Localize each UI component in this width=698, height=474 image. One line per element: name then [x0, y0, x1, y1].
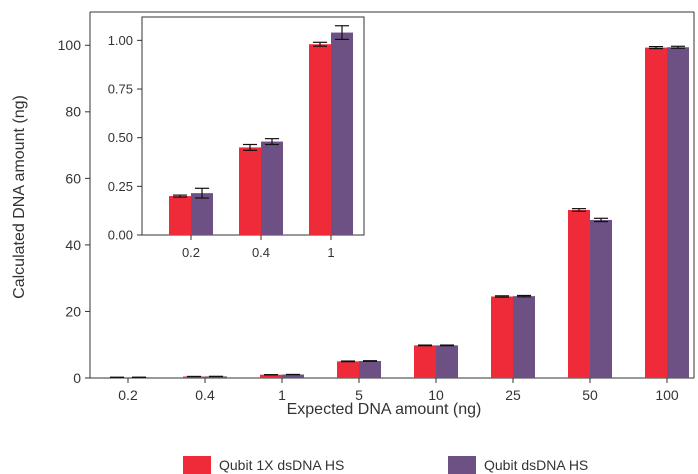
- inset-bars: [169, 25, 353, 236]
- main-x-tick-label: 0.2: [118, 387, 138, 403]
- inset-x-tick-label: 0.2: [182, 245, 200, 260]
- inset-bar: [309, 44, 331, 235]
- main-y-tick-label: 20: [65, 303, 81, 319]
- main-bars: [106, 45, 689, 379]
- main-y-tick-label: 0: [73, 370, 81, 386]
- inset-y-tick-label: 1.00: [108, 33, 133, 48]
- inset-y-tick-label: 0.00: [108, 228, 133, 243]
- main-plot: 0 20 40 60 80 100 0.2 0.4 1 5 10 25 50 100 Expected …: [11, 11, 695, 418]
- main-y-tick-label: 60: [65, 170, 81, 186]
- main-x-ticks: 0.2 0.4 1 5 10 25 50 100: [118, 378, 679, 403]
- main-y-tick-label: 40: [65, 237, 81, 253]
- inset-y-tick-label: 0.50: [108, 130, 133, 145]
- main-bar: [513, 296, 535, 378]
- main-bar: [436, 345, 458, 378]
- main-bar: [645, 47, 667, 379]
- x-axis-label: Expected DNA amount (ng): [287, 401, 482, 418]
- main-bar: [590, 219, 612, 378]
- main-bar: [183, 376, 205, 378]
- legend-label-qubit-1x: Qubit 1X dsDNA HS: [219, 457, 344, 473]
- inset-y-tick-label: 0.75: [108, 82, 133, 97]
- inset-bar: [239, 147, 261, 235]
- main-y-tick-label: 100: [58, 37, 82, 53]
- main-x-tick-label: 0.4: [195, 387, 215, 403]
- y-axis-label: Calculated DNA amount (ng): [11, 95, 28, 299]
- inset-bar: [191, 193, 213, 235]
- main-x-tick-label: 50: [582, 387, 598, 403]
- main-bar: [414, 345, 436, 378]
- main-bar: [568, 209, 590, 378]
- main-x-tick-label: 25: [505, 387, 521, 403]
- legend-swatch-qubit-1x: [183, 456, 211, 474]
- legend-swatch-qubit-hs: [448, 456, 476, 474]
- inset-bar: [169, 196, 191, 235]
- main-bar: [282, 374, 304, 378]
- main-x-tick-label: 1: [278, 387, 286, 403]
- main-y-tick-label: 80: [65, 104, 81, 120]
- inset-x-tick-label: 0.4: [252, 245, 270, 260]
- main-bar: [491, 296, 513, 378]
- legend: Qubit 1X dsDNA HS Qubit dsDNA HS: [183, 456, 588, 474]
- inset-y-tick-label: 0.25: [108, 179, 133, 194]
- main-bar: [667, 47, 689, 378]
- main-x-tick-label: 100: [655, 387, 679, 403]
- legend-label-qubit-hs: Qubit dsDNA HS: [484, 457, 588, 473]
- main-bar: [205, 376, 227, 378]
- main-bar: [359, 361, 381, 378]
- main-y-ticks: 0 20 40 60 80 100: [58, 37, 90, 386]
- main-bar: [337, 361, 359, 378]
- inset-x-ticks: 0.2 0.4 1: [182, 235, 335, 260]
- inset-plot: 0.00 0.25 0.50 0.75 1.00 0.2 0.4 1: [108, 16, 365, 260]
- main-bar: [260, 374, 282, 378]
- inset-bar: [261, 141, 283, 235]
- inset-y-ticks: 0.00 0.25 0.50 0.75 1.00: [108, 33, 142, 243]
- main-x-tick-label: 10: [428, 387, 444, 403]
- main-x-tick-label: 5: [355, 387, 363, 403]
- inset-x-tick-label: 1: [327, 245, 334, 260]
- inset-bar: [331, 32, 353, 236]
